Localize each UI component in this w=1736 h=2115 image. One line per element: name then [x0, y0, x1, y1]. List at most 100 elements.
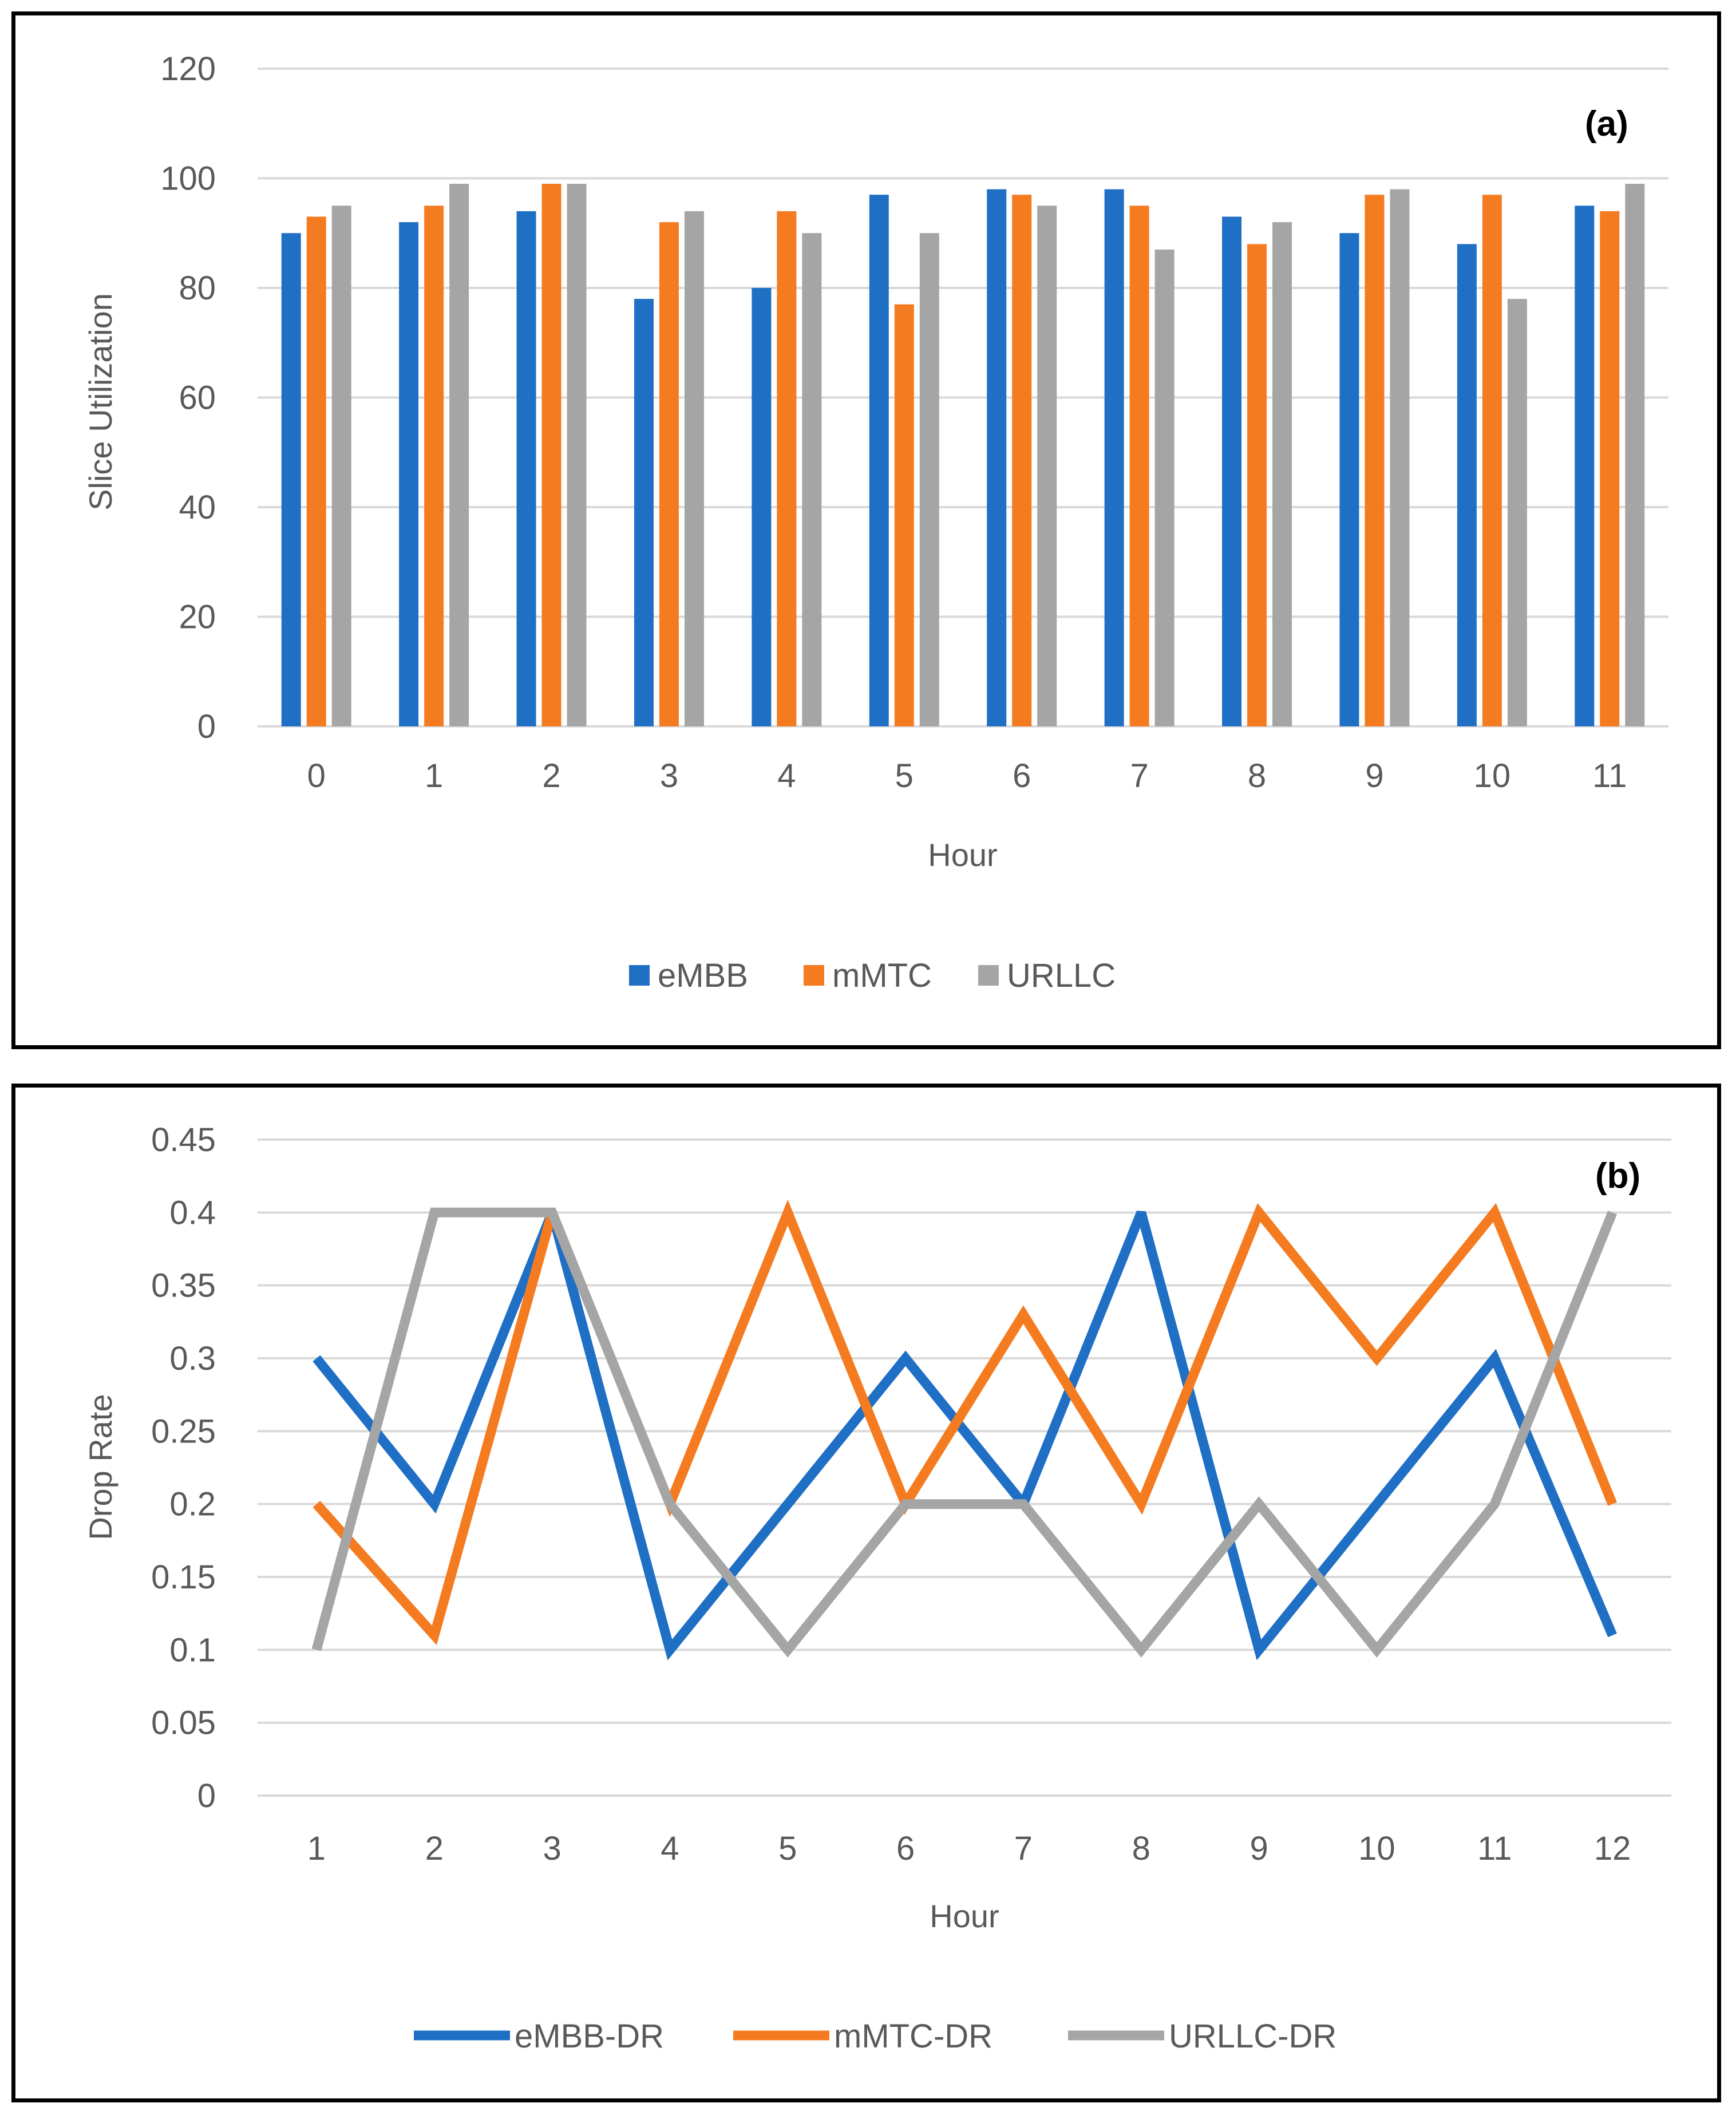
b-legend: eMBB-DR mMTC-DR URLLC-DR [414, 2018, 1336, 2055]
b-x-tick-label: 10 [1358, 1830, 1395, 1867]
a-y-tick-label: 60 [179, 379, 216, 417]
a-bar-mmtc [1012, 195, 1032, 727]
a-legend-swatch-embb [629, 965, 650, 986]
b-x-tick-label: 4 [661, 1830, 679, 1867]
b-x-tick-label: 9 [1249, 1830, 1268, 1867]
a-legend: eMBB mMTC URLLC [629, 957, 1116, 994]
a-bar-urllc [1507, 299, 1527, 726]
a-x-tick-label: 8 [1248, 757, 1266, 794]
a-bar-embb [1457, 244, 1477, 726]
b-x-tick-labels: 1 2 3 4 5 6 7 8 9 10 11 12 [307, 1830, 1631, 1867]
b-y-tick-labels: 0 0.05 0.1 0.15 0.2 0.25 0.3 0.35 0.4 0.45 [151, 1121, 216, 1814]
a-bar-embb [516, 211, 536, 726]
b-legend-label: mMTC-DR [834, 2018, 992, 2055]
a-bar-mmtc [1247, 244, 1267, 726]
a-x-tick-label: 10 [1474, 757, 1511, 794]
b-x-axis-title: Hour [930, 1898, 999, 1934]
a-panel-label: (a) [1585, 104, 1628, 144]
a-bar-urllc [1154, 249, 1175, 727]
a-bar-embb [1222, 216, 1242, 726]
a-bar-mmtc [659, 222, 679, 727]
a-y-tick-label: 20 [179, 599, 216, 636]
a-y-tick-label: 120 [160, 50, 216, 88]
a-bar-mmtc [424, 205, 444, 726]
a-bar-embb [869, 195, 889, 727]
b-x-tick-label: 3 [543, 1830, 561, 1867]
a-x-tick-labels: 0 1 2 3 4 5 6 7 8 9 10 11 [307, 757, 1627, 794]
a-y-axis-title: Slice Utilization [82, 293, 118, 511]
b-y-tick-label: 0.05 [151, 1705, 216, 1742]
a-bar-urllc [1037, 205, 1057, 726]
a-bar-embb [1339, 233, 1359, 726]
a-bar-mmtc [1365, 195, 1385, 727]
a-bar-embb [399, 222, 419, 727]
a-gridlines [258, 68, 1668, 728]
b-legend-label: URLLC-DR [1169, 2018, 1336, 2055]
a-x-tick-label: 11 [1592, 757, 1627, 794]
b-y-tick-label: 0.1 [169, 1631, 216, 1669]
b-x-tick-label: 5 [778, 1830, 797, 1867]
a-x-tick-label: 2 [542, 757, 560, 794]
a-x-tick-label: 0 [307, 757, 326, 794]
b-y-tick-label: 0.45 [151, 1121, 216, 1159]
a-legend-swatch-mmtc [804, 965, 824, 986]
bar-chart-slice-utilization: 0 20 40 60 80 100 120 0 1 2 3 4 5 6 7 8 9 10 11 Slice Uti… [82, 50, 1668, 994]
a-bar-urllc [1272, 222, 1292, 727]
a-bar-urllc [1625, 184, 1645, 726]
a-bar-mmtc [894, 304, 914, 726]
a-bar-embb [1575, 205, 1595, 726]
b-y-tick-label: 0.3 [169, 1340, 216, 1377]
a-x-tick-label: 7 [1130, 757, 1148, 794]
b-line-urllc-dr [311, 1207, 1617, 1658]
a-bar-embb [634, 299, 654, 726]
a-bar-mmtc [541, 184, 561, 726]
a-y-tick-label: 100 [160, 160, 216, 197]
a-bar-urllc [1390, 189, 1410, 726]
a-bar-embb [1104, 189, 1124, 726]
a-x-tick-label: 5 [895, 757, 914, 794]
a-legend-label: URLLC [1007, 957, 1116, 994]
b-y-tick-label: 0.2 [169, 1486, 216, 1523]
b-x-tick-label: 6 [896, 1830, 915, 1867]
b-panel-label: (b) [1595, 1156, 1640, 1196]
b-legend-label: eMBB-DR [515, 2018, 664, 2055]
a-y-tick-label: 80 [179, 270, 216, 307]
a-bar-mmtc [1600, 211, 1620, 726]
b-x-tick-label: 7 [1014, 1830, 1033, 1867]
a-legend-label: mMTC [832, 957, 932, 994]
a-bar-mmtc [1482, 195, 1502, 727]
b-y-tick-label: 0.25 [151, 1413, 216, 1450]
b-y-tick-label: 0.15 [151, 1559, 216, 1596]
a-bar-urllc [567, 184, 587, 726]
a-bar-urllc [684, 211, 704, 726]
a-bar-mmtc [777, 211, 797, 726]
a-legend-label: eMBB [658, 957, 748, 994]
b-x-tick-label: 8 [1132, 1830, 1150, 1867]
b-x-tick-label: 12 [1594, 1830, 1631, 1867]
a-legend-swatch-urllc [978, 965, 999, 986]
a-x-tick-label: 4 [777, 757, 796, 794]
b-line-mmtc-dr [313, 1199, 1617, 1646]
a-y-tick-label: 40 [179, 489, 216, 526]
a-bar-embb [752, 288, 772, 726]
a-bar-embb [987, 189, 1007, 726]
chart-panel-a: 0 20 40 60 80 100 120 0 1 2 3 4 5 6 7 8 9 10 11 Slice Uti… [11, 11, 1721, 1049]
a-bar-mmtc [306, 216, 326, 726]
b-y-axis-title: Drop Rate [82, 1394, 118, 1540]
b-x-tick-label: 2 [425, 1830, 444, 1867]
a-bar-embb [281, 233, 301, 726]
a-x-tick-label: 6 [1013, 757, 1031, 794]
b-x-tick-label: 1 [307, 1830, 326, 1867]
a-bar-urllc [449, 184, 469, 726]
b-lines [311, 1199, 1617, 1661]
b-x-tick-label: 11 [1477, 1830, 1512, 1867]
a-bar-mmtc [1129, 205, 1149, 726]
b-line-embb-dr [313, 1211, 1617, 1661]
a-bars [281, 184, 1645, 727]
b-y-tick-label: 0 [197, 1777, 216, 1814]
a-x-tick-label: 1 [425, 757, 443, 794]
a-bar-urllc [802, 233, 822, 726]
a-x-tick-label: 3 [660, 757, 678, 794]
